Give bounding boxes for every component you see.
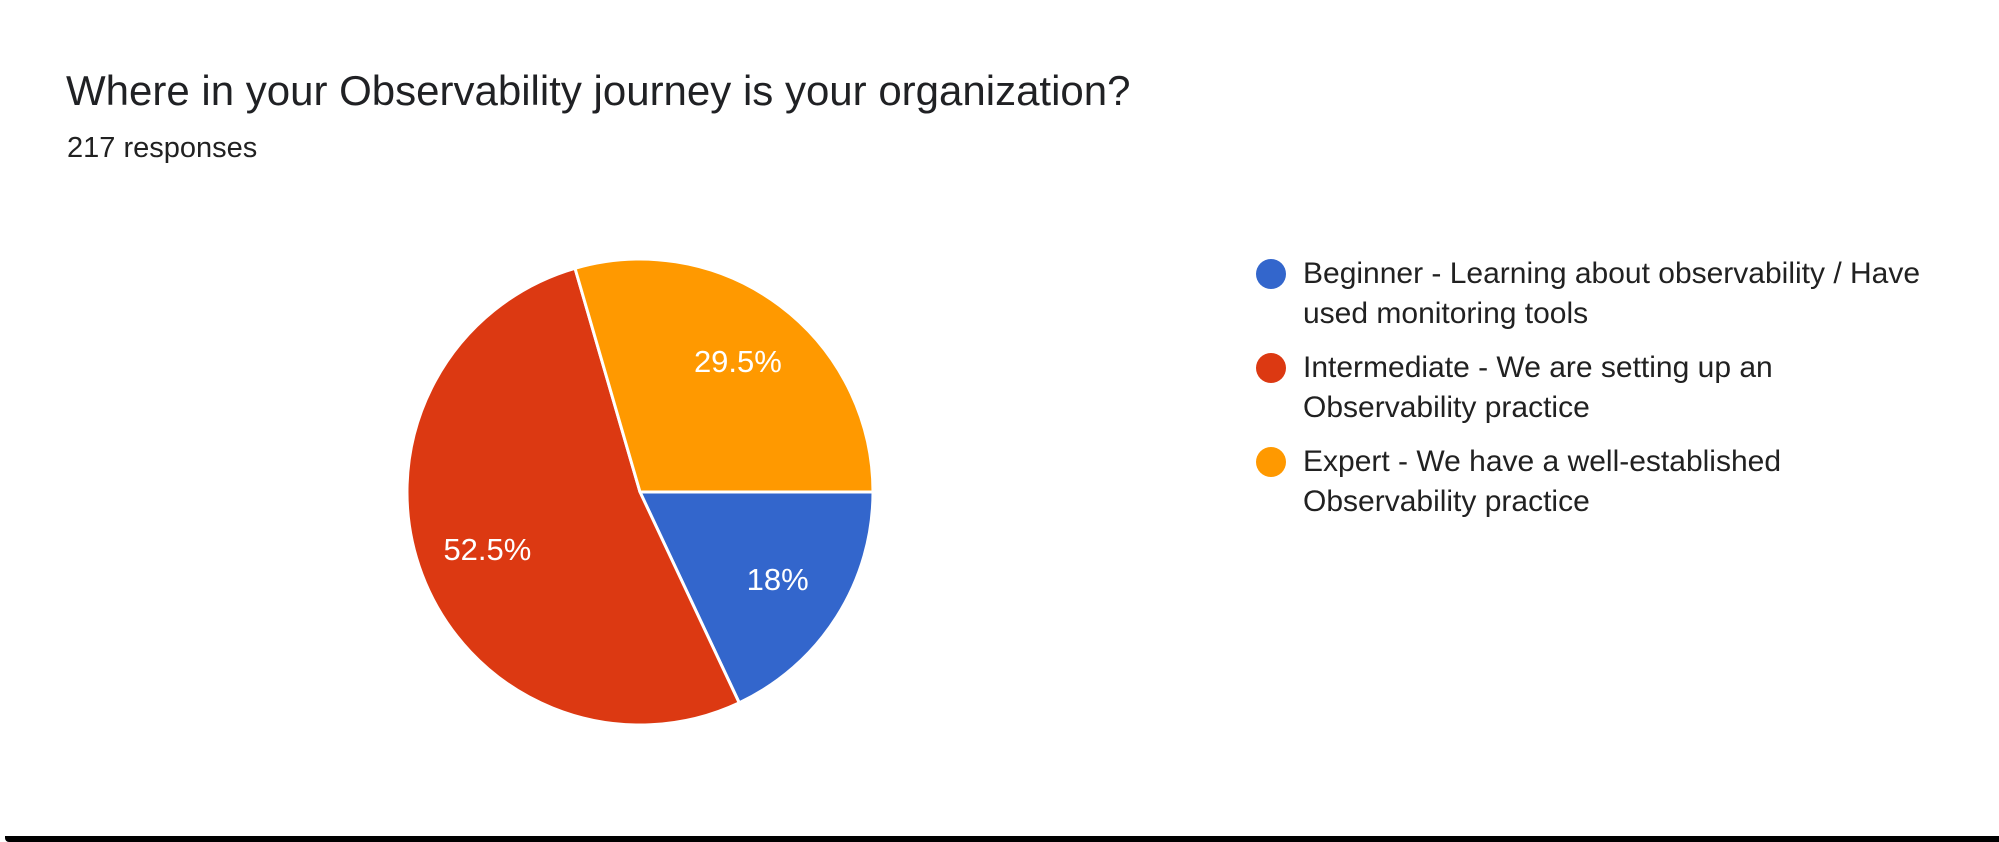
legend-item-expert: Expert - We have a well-established Obse… — [1256, 442, 1956, 522]
slice-percentage-label-beginner: 18% — [747, 562, 809, 597]
pie-slice-intermediate[interactable] — [405, 266, 741, 727]
question-title: Where in your Observability journey is y… — [66, 67, 1131, 114]
response-count: 217 responses — [67, 132, 258, 164]
slice-percentage-label-expert: 29.5% — [694, 344, 782, 379]
legend-swatch-icon — [1256, 259, 1286, 289]
legend-swatch-icon — [1256, 353, 1286, 383]
legend-item-intermediate: Intermediate - We are setting up an Obse… — [1256, 348, 1956, 428]
legend-item-beginner: Beginner - Learning about observability … — [1256, 254, 1956, 334]
window-bottom-edge — [5, 836, 1999, 842]
slice-percentage-label-intermediate: 52.5% — [443, 532, 531, 567]
legend-swatch-icon — [1256, 447, 1286, 477]
legend-label: Beginner - Learning about observability … — [1303, 257, 1921, 330]
legend-label: Intermediate - We are setting up an Obse… — [1303, 351, 1773, 424]
chart-legend: Beginner - Learning about observability … — [1256, 254, 1956, 536]
pie-slice-beginner[interactable] — [638, 490, 875, 705]
legend-label: Expert - We have a well-established Obse… — [1303, 445, 1782, 518]
pie-chart: 18% 52.5% 29.5% — [400, 252, 880, 732]
pie-slice-expert[interactable] — [573, 257, 875, 494]
